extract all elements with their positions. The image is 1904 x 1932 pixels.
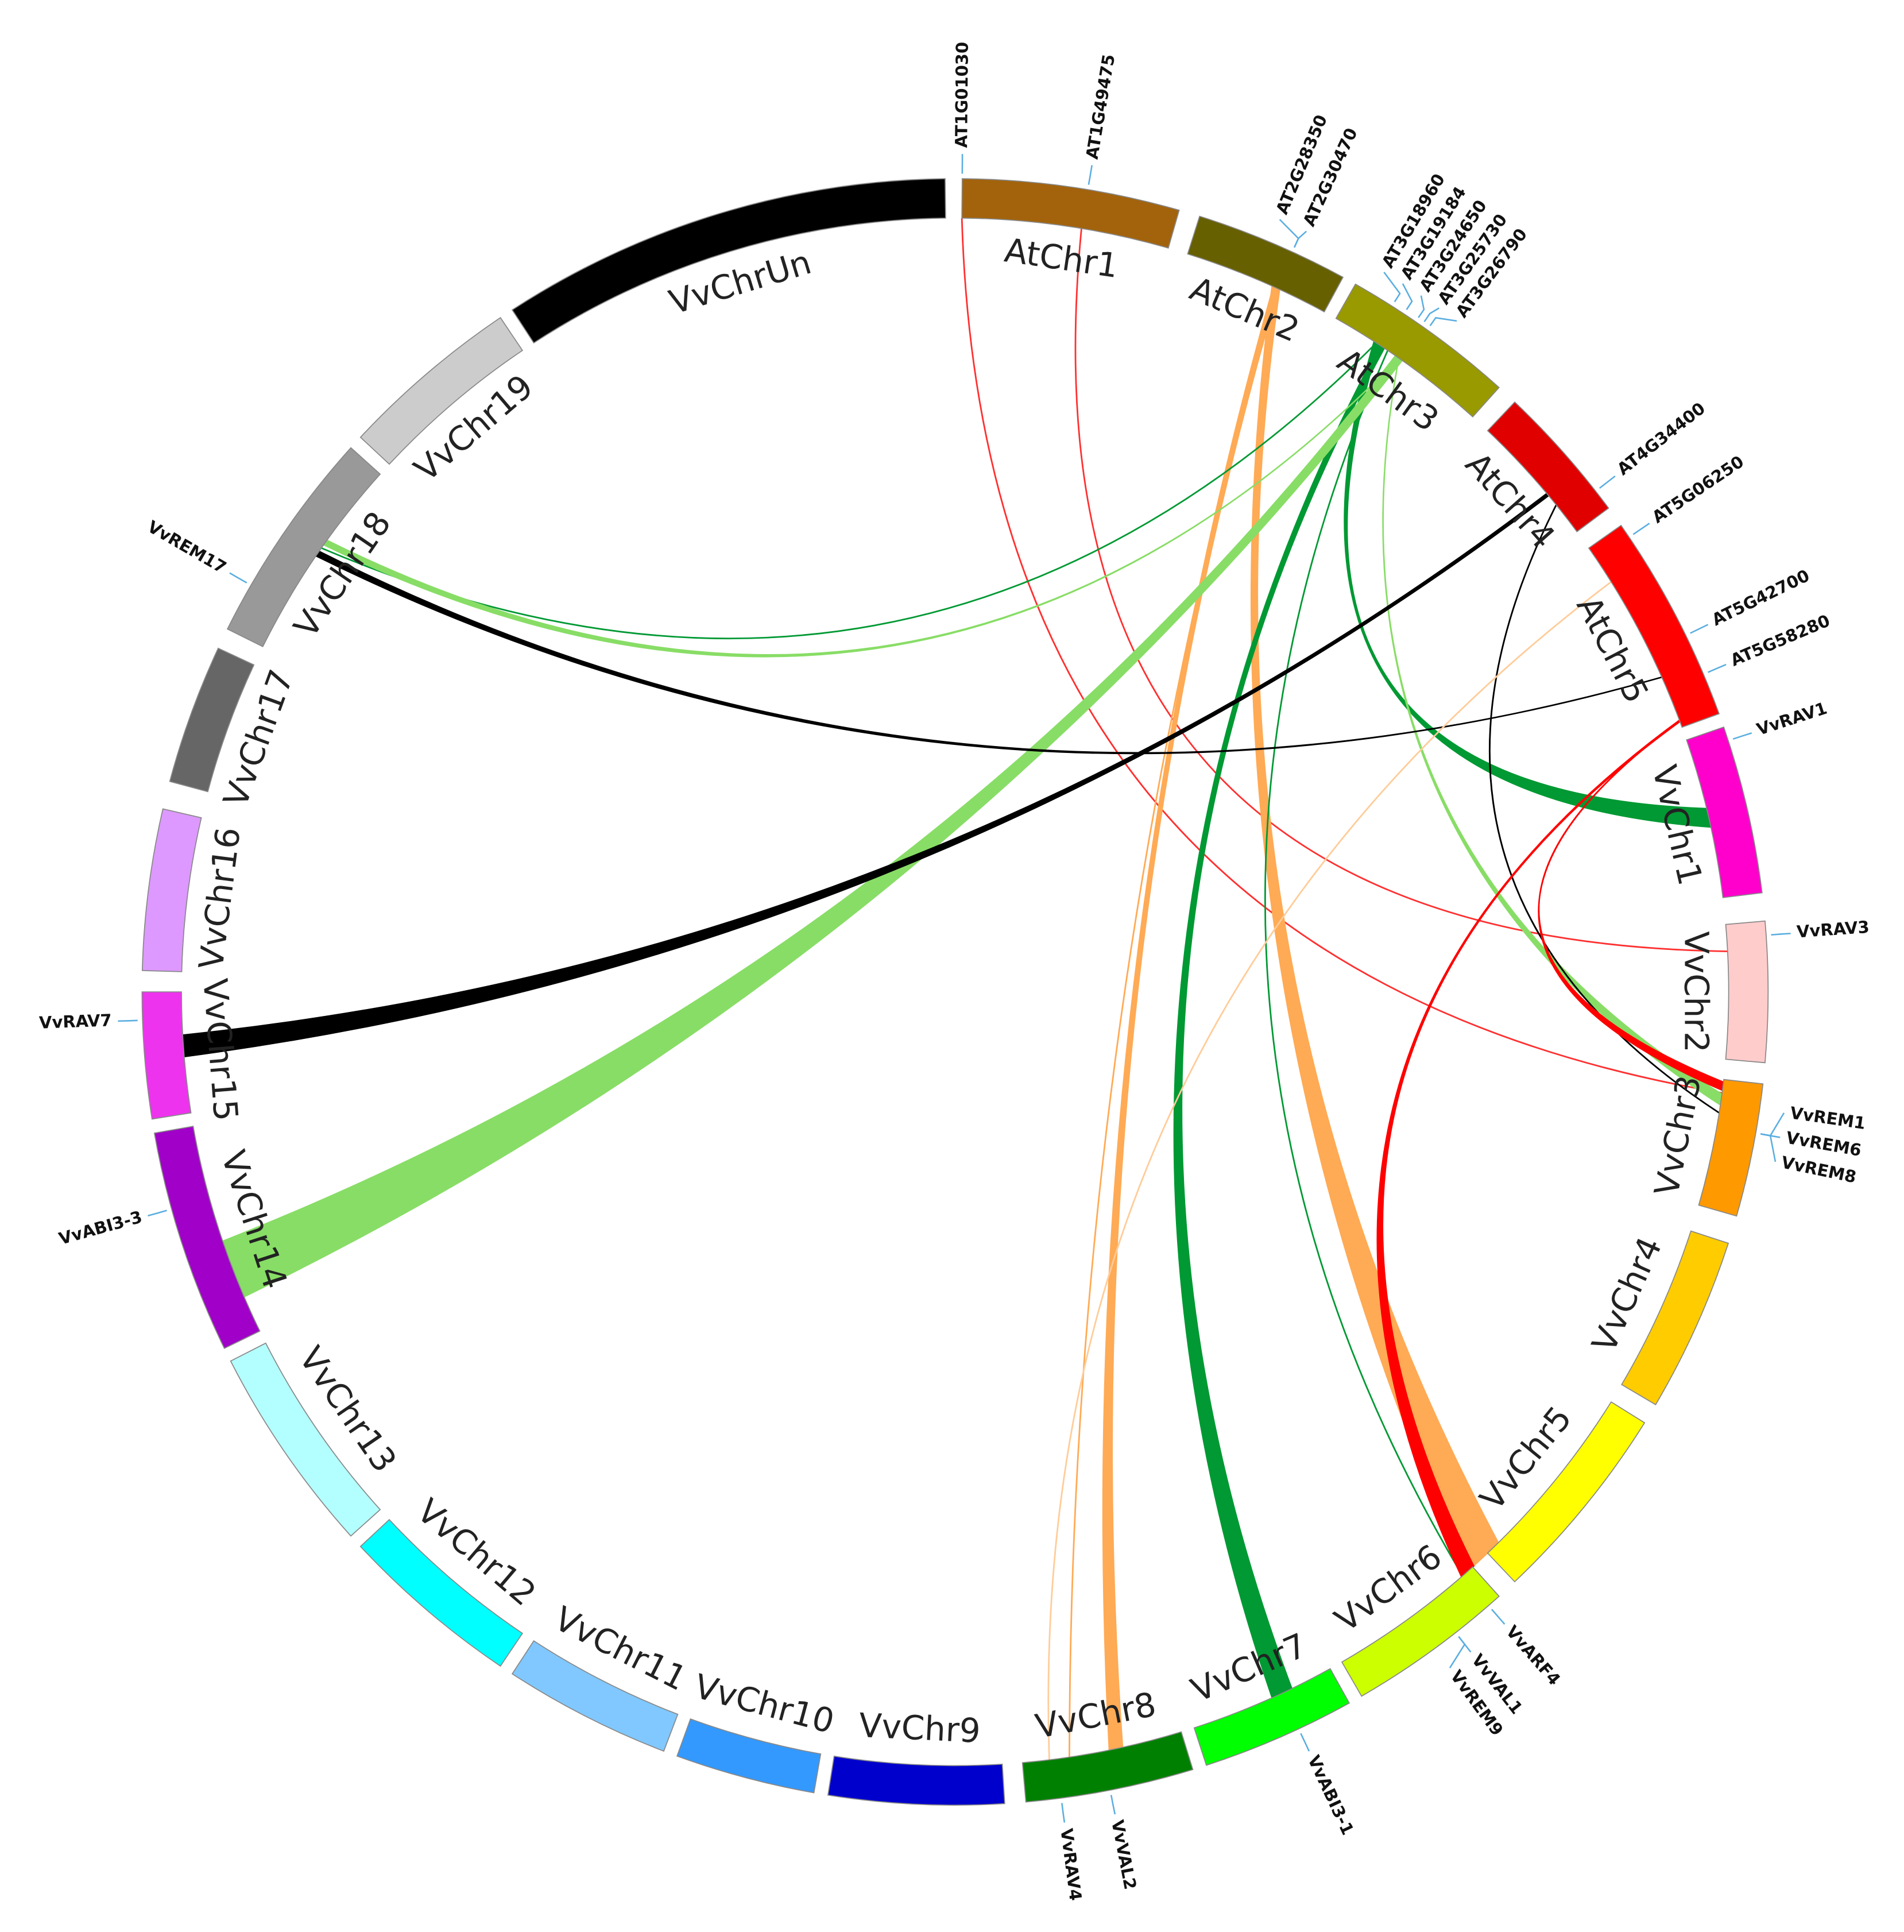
chromosome	[359, 1518, 524, 1667]
gene-tick	[1708, 663, 1727, 673]
chromosome	[226, 447, 381, 648]
gene-tick	[229, 572, 247, 584]
gene-tick	[1771, 933, 1791, 936]
links	[181, 218, 1728, 1760]
chromosome	[1193, 1668, 1350, 1766]
chromosome	[1725, 920, 1769, 1064]
gene-label: VvREM17	[144, 517, 230, 578]
link-ribbon	[222, 354, 1403, 1298]
chromosome	[511, 1640, 679, 1752]
chromosome	[141, 991, 192, 1120]
gene-label: VvRAV7	[38, 1010, 112, 1032]
chromosome-label: AtChr1	[1002, 230, 1121, 285]
gene-tick	[1760, 1133, 1777, 1162]
gene-label: AT5G58280	[1728, 610, 1833, 670]
gene-tick	[1402, 283, 1413, 310]
chromosome	[1187, 215, 1344, 313]
gene-label: VvABI3-1	[1304, 1752, 1358, 1838]
chromosome-label: VvChr16	[191, 825, 248, 972]
link-ribbon	[1173, 344, 1386, 1699]
gene-label: AT1G01030	[951, 42, 972, 148]
link-ribbon	[1250, 285, 1500, 1574]
chromosome	[1021, 1731, 1194, 1803]
gene-tick	[1690, 624, 1709, 634]
chromosome	[511, 178, 946, 344]
gene-tick	[1491, 1609, 1506, 1625]
chromosome	[1686, 726, 1763, 898]
gene-label: VvREM1	[1789, 1103, 1867, 1133]
gene-label: VvRAV1	[1754, 698, 1829, 739]
link	[1264, 350, 1464, 1576]
gene-label: AT1G49475	[1082, 53, 1119, 161]
gene-label: VvABI3-3	[57, 1207, 145, 1249]
chromosome-label: VvChr3	[1647, 1072, 1709, 1199]
gene-tick	[1294, 230, 1307, 248]
link-ribbon	[181, 492, 1550, 1058]
gene-tick	[1449, 1636, 1466, 1668]
chromosome	[1487, 401, 1609, 532]
chromosome	[169, 647, 255, 793]
chromosome	[1487, 1401, 1646, 1583]
gene-label: VvRAV3	[1796, 917, 1870, 942]
gene-tick	[1599, 475, 1616, 489]
gene-tick	[1732, 732, 1752, 740]
gene-tick	[1300, 1733, 1310, 1752]
ring: AtChr1AtChr2AtChr3AtChr4AtChr5VvChr1VvCh…	[38, 42, 1870, 1902]
gene-label: AT5G42700	[1709, 566, 1813, 629]
link	[1047, 581, 1612, 1760]
gene-tick	[1429, 316, 1457, 326]
chromosome-label: VvChr9	[858, 1706, 981, 1751]
gene-tick	[1418, 295, 1425, 318]
gene-label: VvARF4	[1502, 1622, 1564, 1689]
chromosome	[676, 1718, 822, 1794]
chromosome-label: VvChr15	[195, 977, 245, 1122]
chromosome	[230, 1342, 381, 1537]
gene-tick	[1061, 1803, 1066, 1823]
link	[1488, 504, 1720, 1114]
gene-tick	[1423, 307, 1439, 322]
link	[321, 342, 1377, 640]
gene-label: AT4G34400	[1613, 399, 1709, 479]
gene-tick	[1383, 272, 1401, 303]
chromosome-label: VvChr2	[1677, 931, 1716, 1053]
gene-label: AT5G06250	[1648, 451, 1747, 527]
chromosome	[1621, 1230, 1729, 1405]
gene-tick	[1760, 1112, 1785, 1137]
chromosome	[141, 808, 202, 972]
chromosome	[961, 178, 1180, 249]
chromosome	[1335, 283, 1500, 418]
chromosome	[359, 316, 524, 465]
gene-tick	[1632, 523, 1650, 535]
chromosome	[1341, 1566, 1500, 1697]
gene-tick	[148, 1210, 167, 1217]
link	[961, 218, 1723, 1094]
link-ribbon	[315, 550, 1662, 755]
gene-label: VvVAL2	[1108, 1818, 1140, 1891]
chromosome	[827, 1755, 1005, 1806]
gene-tick	[1088, 165, 1093, 185]
chromosome-label: VvChr8	[1032, 1684, 1159, 1746]
gene-label: VvRAV4	[1057, 1827, 1085, 1902]
link-ribbon	[1376, 719, 1681, 1578]
chromosome	[153, 1126, 261, 1349]
chromosome	[1698, 1079, 1764, 1217]
gene-tick	[1110, 1795, 1116, 1815]
chromosome	[1588, 524, 1720, 728]
link-ribbon	[1102, 285, 1279, 1751]
